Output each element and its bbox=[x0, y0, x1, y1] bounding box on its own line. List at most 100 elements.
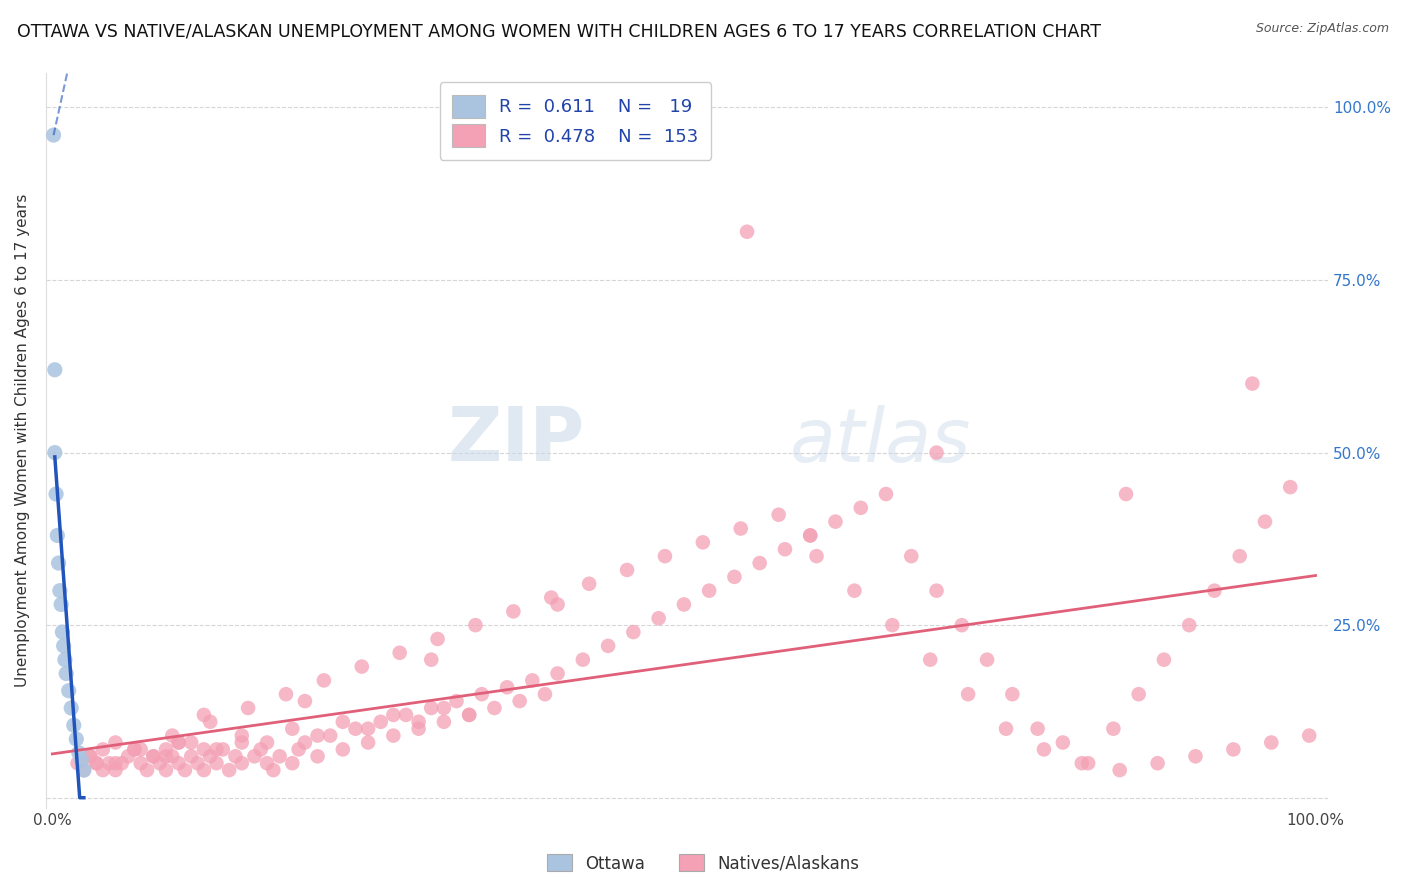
Point bbox=[73, 763, 96, 777]
Point bbox=[224, 749, 246, 764]
Point bbox=[73, 763, 96, 777]
Point bbox=[654, 549, 676, 563]
Point bbox=[1229, 549, 1251, 563]
Point bbox=[129, 756, 152, 771]
Point bbox=[578, 576, 600, 591]
Point bbox=[274, 687, 297, 701]
Point bbox=[875, 487, 897, 501]
Point bbox=[382, 729, 405, 743]
Point bbox=[925, 445, 948, 459]
Point bbox=[1032, 742, 1054, 756]
Point bbox=[155, 742, 177, 756]
Point bbox=[509, 694, 531, 708]
Point bbox=[395, 707, 418, 722]
Point bbox=[124, 742, 146, 756]
Point bbox=[1298, 729, 1320, 743]
Point bbox=[256, 756, 278, 771]
Y-axis label: Unemployment Among Women with Children Ages 6 to 17 years: Unemployment Among Women with Children A… bbox=[15, 194, 30, 687]
Point bbox=[155, 763, 177, 777]
Point bbox=[1222, 742, 1244, 756]
Point bbox=[1204, 583, 1226, 598]
Point bbox=[976, 653, 998, 667]
Point bbox=[79, 749, 101, 764]
Point bbox=[925, 583, 948, 598]
Point bbox=[768, 508, 790, 522]
Point bbox=[471, 687, 494, 701]
Point bbox=[332, 742, 354, 756]
Point bbox=[458, 707, 481, 722]
Point bbox=[773, 542, 796, 557]
Point bbox=[98, 756, 121, 771]
Point bbox=[70, 753, 93, 767]
Point bbox=[167, 735, 190, 749]
Point bbox=[52, 639, 75, 653]
Point bbox=[218, 763, 240, 777]
Point bbox=[193, 763, 215, 777]
Point bbox=[433, 714, 456, 729]
Point bbox=[231, 729, 253, 743]
Point bbox=[46, 528, 69, 542]
Point bbox=[920, 653, 942, 667]
Point bbox=[900, 549, 922, 563]
Point bbox=[446, 694, 468, 708]
Point bbox=[294, 735, 316, 749]
Point bbox=[1146, 756, 1168, 771]
Point bbox=[388, 646, 411, 660]
Point bbox=[408, 714, 430, 729]
Point bbox=[319, 729, 342, 743]
Point bbox=[86, 756, 108, 771]
Point bbox=[534, 687, 557, 701]
Point bbox=[231, 735, 253, 749]
Point bbox=[44, 445, 66, 459]
Point bbox=[799, 528, 821, 542]
Point bbox=[79, 749, 101, 764]
Point bbox=[187, 756, 209, 771]
Point bbox=[1178, 618, 1201, 632]
Point bbox=[312, 673, 335, 688]
Point bbox=[307, 749, 329, 764]
Point bbox=[67, 746, 90, 760]
Point bbox=[58, 683, 80, 698]
Point bbox=[281, 756, 304, 771]
Point bbox=[540, 591, 562, 605]
Point bbox=[162, 729, 184, 743]
Point bbox=[49, 583, 72, 598]
Point bbox=[111, 756, 134, 771]
Point bbox=[65, 732, 87, 747]
Point bbox=[162, 749, 184, 764]
Point bbox=[91, 763, 114, 777]
Point bbox=[44, 363, 66, 377]
Point bbox=[748, 556, 770, 570]
Point bbox=[357, 722, 380, 736]
Point bbox=[231, 756, 253, 771]
Point bbox=[692, 535, 714, 549]
Point bbox=[799, 528, 821, 542]
Point bbox=[236, 701, 259, 715]
Point bbox=[995, 722, 1018, 736]
Point bbox=[86, 756, 108, 771]
Point bbox=[730, 522, 752, 536]
Point bbox=[344, 722, 367, 736]
Text: atlas: atlas bbox=[790, 405, 972, 476]
Point bbox=[464, 618, 486, 632]
Point bbox=[723, 570, 745, 584]
Point bbox=[350, 659, 373, 673]
Point bbox=[174, 763, 197, 777]
Point bbox=[60, 701, 83, 715]
Point bbox=[249, 742, 271, 756]
Point bbox=[256, 735, 278, 749]
Point bbox=[1184, 749, 1206, 764]
Point bbox=[211, 742, 233, 756]
Legend: Ottawa, Natives/Alaskans: Ottawa, Natives/Alaskans bbox=[540, 847, 866, 880]
Point bbox=[957, 687, 980, 701]
Point bbox=[735, 225, 758, 239]
Point bbox=[66, 756, 89, 771]
Point bbox=[806, 549, 828, 563]
Point bbox=[269, 749, 291, 764]
Point bbox=[287, 742, 309, 756]
Point bbox=[547, 598, 569, 612]
Point bbox=[62, 718, 84, 732]
Point bbox=[598, 639, 620, 653]
Point bbox=[42, 128, 65, 142]
Point bbox=[1026, 722, 1049, 736]
